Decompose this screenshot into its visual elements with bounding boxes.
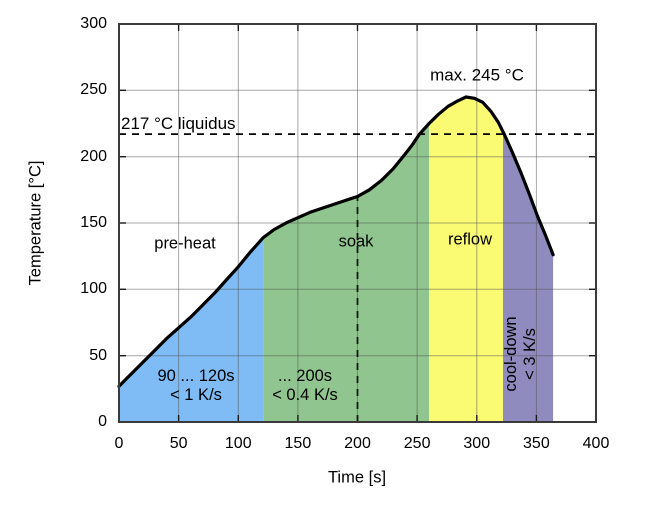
preheat-rate-annotation: 90 ... 120s < 1 K/s <box>157 367 234 405</box>
x-tick-label: 400 <box>582 435 610 452</box>
y-tick-label: 150 <box>80 214 107 231</box>
y-tick-label: 100 <box>80 280 107 298</box>
soak-rate-line1: ... 200s <box>277 367 333 385</box>
x-tick-label: 100 <box>224 435 252 452</box>
zone-area-soak <box>263 123 430 422</box>
cooldown-label-line1: cool-down <box>502 316 520 392</box>
x-tick-label: 300 <box>463 435 491 452</box>
x-tick-label: 200 <box>344 435 371 452</box>
zone-label-cooldown: cool-down < 3 K/s <box>502 316 540 391</box>
x-tick-label: 150 <box>284 435 312 452</box>
x-tick-label: 0 <box>114 435 124 452</box>
zone-area-cool-down <box>503 131 554 422</box>
soak-rate-annotation: ... 200s < 0.4 K/s <box>272 367 338 405</box>
liquidus-annotation: 217 °C liquidus <box>121 114 236 133</box>
max-temp-annotation: max. 245 °C <box>430 65 524 85</box>
y-tick-label: 0 <box>98 413 107 430</box>
zone-label-soak: soak <box>338 232 374 251</box>
y-tick-label: 50 <box>89 346 107 364</box>
y-tick-label: 300 <box>80 15 107 32</box>
soak-rate-line2: < 0.4 K/s <box>272 386 338 404</box>
zone-label-preheat: pre-heat <box>154 234 216 253</box>
x-tick-label: 350 <box>523 435 550 452</box>
x-tick-label: 250 <box>403 435 431 452</box>
y-tick-label: 250 <box>80 81 107 99</box>
temperature-curve <box>117 95 555 388</box>
zone-label-reflow: reflow <box>447 230 493 249</box>
cooldown-label-line2: < 3 K/s <box>521 328 539 380</box>
preheat-rate-line2: < 1 K/s <box>170 386 222 404</box>
zone-area-pre-heat <box>119 237 264 422</box>
zone-area-reflow <box>429 97 503 422</box>
x-tick-label: 50 <box>169 435 188 452</box>
plot-border <box>118 23 597 423</box>
x-axis-title: Time [s] <box>327 468 387 487</box>
preheat-rate-line1: 90 ... 120s <box>157 367 235 385</box>
y-tick-label: 200 <box>80 147 107 165</box>
